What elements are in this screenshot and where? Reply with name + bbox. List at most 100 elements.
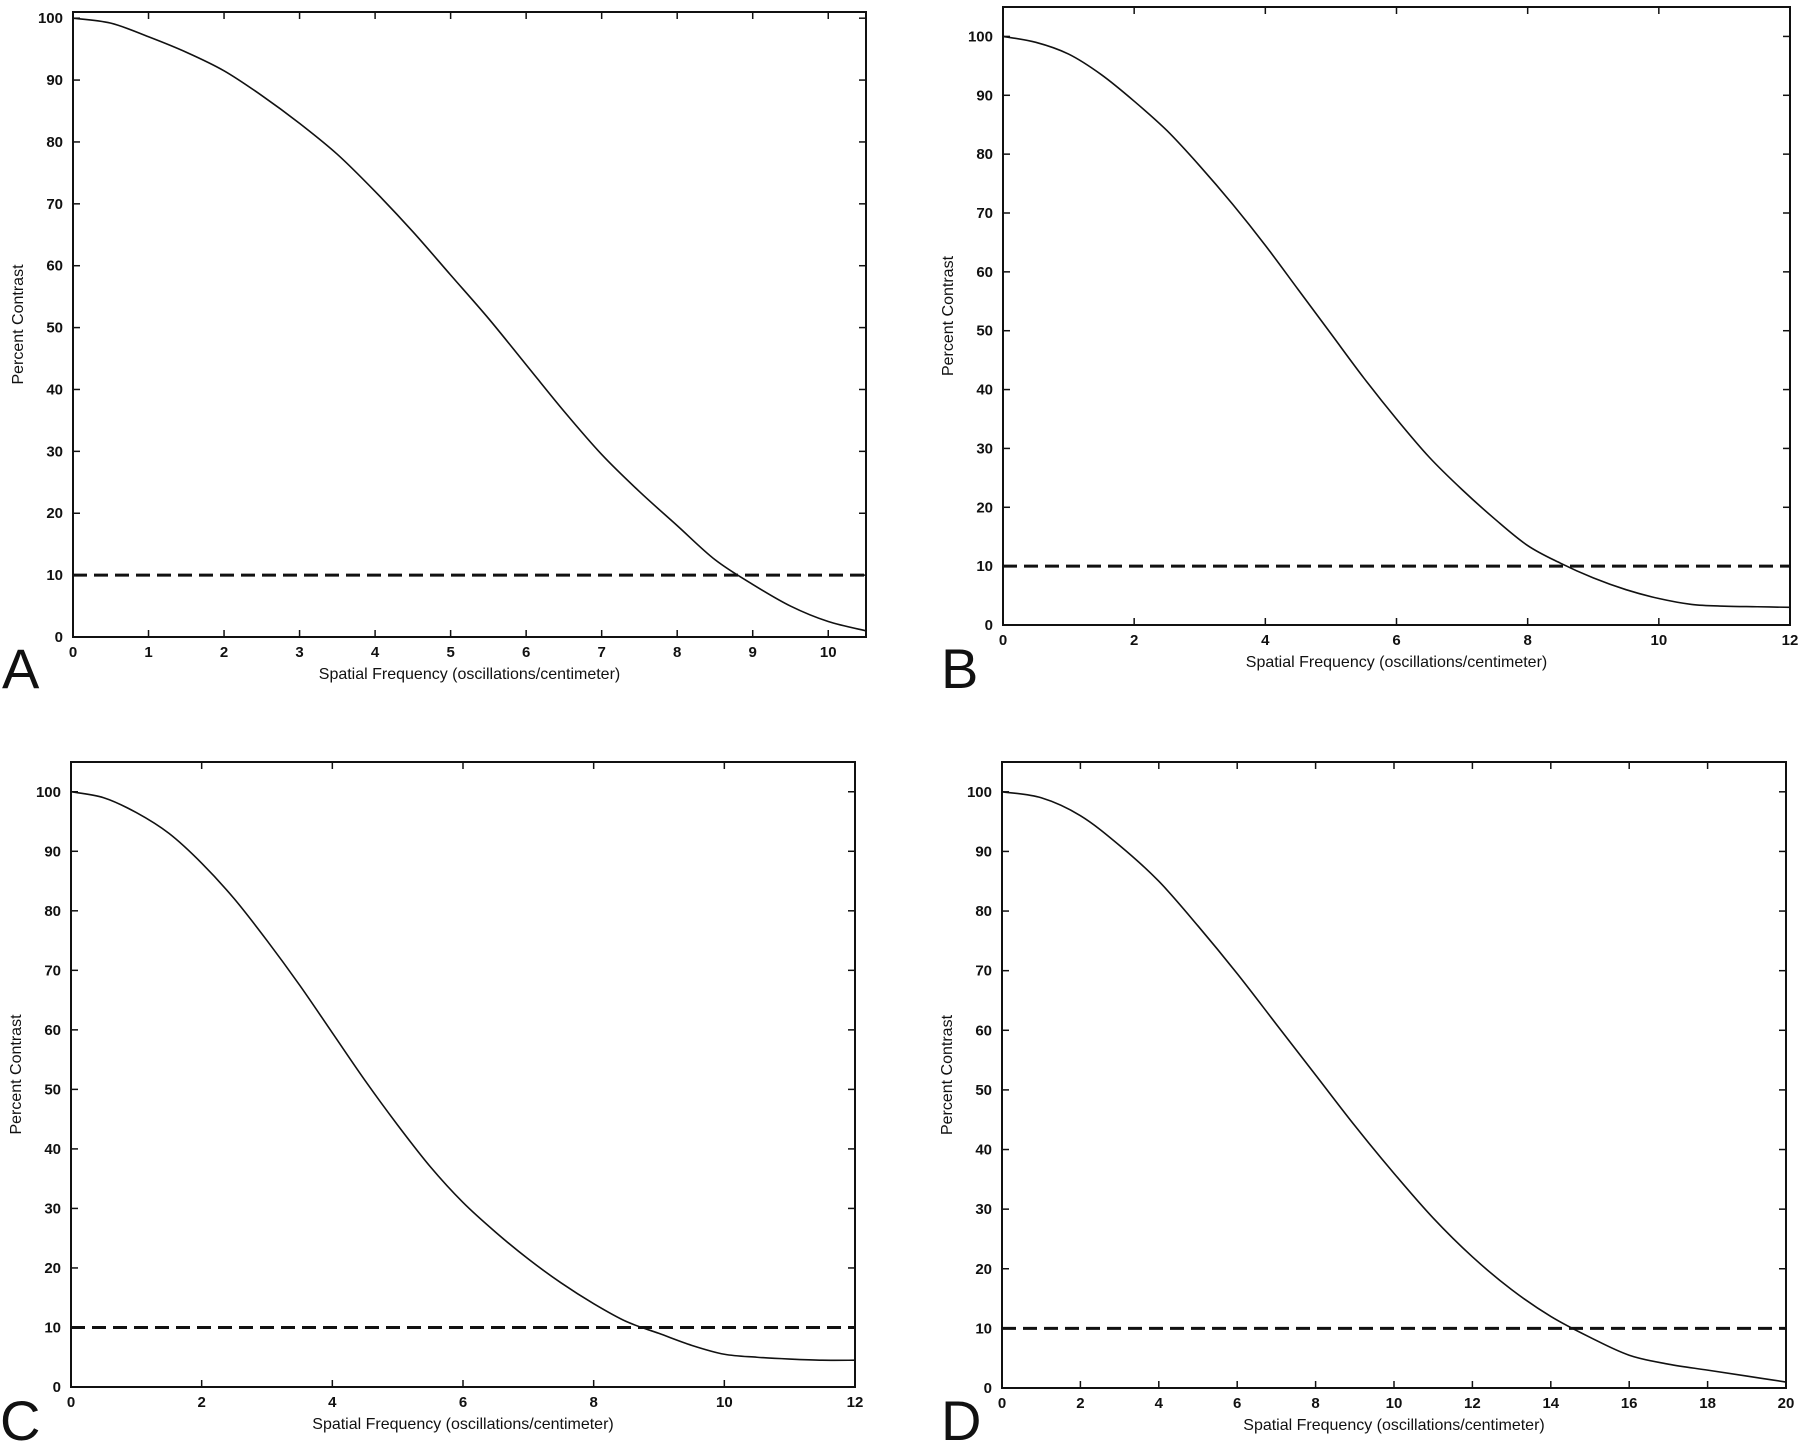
- panel-c-x-tick-label: 6: [459, 1394, 467, 1411]
- panel-b-y-tick-label: 100: [968, 28, 993, 45]
- panel-c-y-tick-label: 30: [44, 1200, 61, 1217]
- panel-d-axes-frame: [1001, 761, 1787, 1389]
- panel-d-letter: D: [941, 1389, 981, 1445]
- panel-a-contrast-curve: [72, 17, 867, 632]
- panel-c-y-tick-label: 20: [44, 1260, 61, 1277]
- panel-d-y-tick-label: 40: [975, 1142, 992, 1159]
- panel-a-y-tick-label: 0: [55, 629, 63, 646]
- panel-d-y-tick-label: 100: [967, 784, 992, 801]
- panel-c-contrast-curve: [70, 790, 856, 1362]
- panel-b-y-axis-title: Percent Contrast: [940, 255, 957, 376]
- panel-b-y-tick-label: 40: [976, 382, 993, 399]
- panel-c-y-tick-label: 100: [36, 784, 61, 801]
- panel-b-axes-frame: [1002, 6, 1791, 626]
- panel-a-x-axis-title: Spatial Frequency (oscillations/centimet…: [319, 666, 620, 683]
- panel-a-y-tick-label: 10: [46, 567, 63, 584]
- panel-a-x-tick-label: 9: [749, 644, 757, 661]
- panel-b-x-tick-label: 2: [1130, 632, 1138, 649]
- panel-d-x-axis-title: Spatial Frequency (oscillations/centimet…: [1243, 1417, 1544, 1434]
- panel-a-x-tick-label: 2: [220, 644, 228, 661]
- panel-c-x-tick-label: 4: [328, 1394, 337, 1411]
- panel-d-y-axis-title: Percent Contrast: [939, 1014, 956, 1135]
- panel-d-y-tick-label: 80: [975, 903, 992, 920]
- panel-a-y-tick-label: 20: [46, 505, 63, 522]
- panel-a-y-axis-title: Percent Contrast: [10, 264, 27, 385]
- panel-b-y-tick-label: 60: [976, 264, 993, 281]
- panel-c-x-tick-label: 2: [197, 1394, 205, 1411]
- panel-b-x-tick-label: 10: [1650, 632, 1667, 649]
- panel-a-y-tick-label: 90: [46, 72, 63, 89]
- panel-b-x-axis-title: Spatial Frequency (oscillations/centimet…: [1246, 654, 1547, 671]
- panel-c-y-tick-label: 90: [44, 843, 61, 860]
- panel-b-x-tick-label: 0: [999, 632, 1007, 649]
- panel-d-y-tick-label: 60: [975, 1022, 992, 1039]
- panel-b-y-tick-label: 10: [976, 558, 993, 575]
- panel-c-y-tick-label: 60: [44, 1022, 61, 1039]
- panel-d-x-tick-label: 14: [1542, 1395, 1559, 1412]
- panel-b-y-tick-label: 90: [976, 87, 993, 104]
- panel-a-y-tick-label: 30: [46, 443, 63, 460]
- panel-a-x-tick-label: 7: [597, 644, 605, 661]
- panel-d-x-tick-label: 12: [1464, 1395, 1481, 1412]
- panel-a-y-tick-label: 70: [46, 196, 63, 213]
- panel-a-x-tick-label: 1: [144, 644, 152, 661]
- panel-a-y-tick-label: 100: [38, 10, 63, 27]
- panel-c-x-tick-label: 12: [847, 1394, 864, 1411]
- panel-b: 0 2 4 6 8 10 12 0 10 20 30 40 50 60 70 80 90 100 Spatial F…: [940, 6, 1799, 700]
- panel-d-y-tick-label: 50: [975, 1082, 992, 1099]
- panel-a-y-tick-label: 60: [46, 258, 63, 275]
- panel-a-y-tick-label: 50: [46, 320, 63, 337]
- panel-c-y-tick-label: 50: [44, 1081, 61, 1098]
- panel-d-x-tick-label: 2: [1076, 1395, 1084, 1412]
- panel-a-x-tick-label: 6: [522, 644, 530, 661]
- panel-b-x-tick-label: 4: [1261, 632, 1270, 649]
- panel-c-x-tick-label: 10: [716, 1394, 733, 1411]
- panel-d-x-tick-label: 16: [1621, 1395, 1638, 1412]
- panel-c-y-tick-label: 80: [44, 903, 61, 920]
- panel-b-y-tick-label: 0: [985, 617, 993, 634]
- panel-c-x-tick-label: 0: [67, 1394, 75, 1411]
- panel-b-x-tick-label: 12: [1782, 632, 1799, 649]
- panel-a-x-tick-label: 10: [820, 644, 837, 661]
- panel-a: 0 1 2 3 4 5 6 7 8 9 100102030405060708090100Spatia…: [2, 10, 867, 700]
- panel-b-contrast-curve: [1002, 35, 1791, 609]
- panel-c-letter: C: [0, 1389, 40, 1445]
- panel-b-y-tick-label: 70: [976, 205, 993, 222]
- panel-d-x-tick-label: 8: [1311, 1395, 1319, 1412]
- panel-d-y-tick-label: 90: [975, 843, 992, 860]
- panel-a-x-tick-label: 3: [295, 644, 303, 661]
- panel-a-x-tick-label: 0: [69, 644, 77, 661]
- panel-d: 0 2 4 6 8 10 12 14 16 18 20 0 10 20 30 40 50 60 70 80 90 100 S…: [939, 761, 1795, 1445]
- panel-d-y-tick-label: 0: [984, 1380, 992, 1397]
- panel-a-letter: A: [2, 637, 40, 700]
- panel-d-x-tick-label: 20: [1778, 1395, 1795, 1412]
- panel-a-x-tick-label: 5: [446, 644, 454, 661]
- panel-b-y-tick-label: 20: [976, 499, 993, 516]
- panel-c-y-tick-label: 10: [44, 1319, 61, 1336]
- panel-c-x-axis-title: Spatial Frequency (oscillations/centimet…: [312, 1416, 613, 1433]
- panel-b-x-tick-label: 8: [1523, 632, 1531, 649]
- panel-d-x-tick-label: 10: [1386, 1395, 1403, 1412]
- panel-a-axes-frame: [72, 11, 867, 638]
- panel-c-x-tick-label: 8: [589, 1394, 597, 1411]
- panel-d-y-tick-label: 70: [975, 963, 992, 980]
- panel-d-x-tick-label: 0: [998, 1395, 1006, 1412]
- panel-c: 0 2 4 6 8 10 12 0 10 20 30 40 50 60 70 80 90 100 Spatial F…: [0, 761, 864, 1445]
- panel-d-x-tick-label: 6: [1233, 1395, 1241, 1412]
- panel-b-y-tick-label: 30: [976, 440, 993, 457]
- panel-a-x-tick-label: 4: [371, 644, 380, 661]
- panel-d-x-tick-label: 18: [1699, 1395, 1716, 1412]
- panel-a-y-tick-label: 80: [46, 134, 63, 151]
- panel-b-y-tick-label: 80: [976, 146, 993, 163]
- panel-c-y-tick-label: 40: [44, 1141, 61, 1158]
- panel-a-y-tick-label: 40: [46, 381, 63, 398]
- panel-c-y-axis-title: Percent Contrast: [8, 1014, 25, 1135]
- panel-b-y-tick-label: 50: [976, 323, 993, 340]
- panel-c-y-tick-label: 70: [44, 962, 61, 979]
- panel-c-axes-frame: [70, 761, 856, 1388]
- panel-a-x-tick-label: 8: [673, 644, 681, 661]
- panel-b-x-tick-label: 6: [1392, 632, 1400, 649]
- panel-d-y-tick-label: 30: [975, 1201, 992, 1218]
- panel-d-y-tick-label: 20: [975, 1261, 992, 1278]
